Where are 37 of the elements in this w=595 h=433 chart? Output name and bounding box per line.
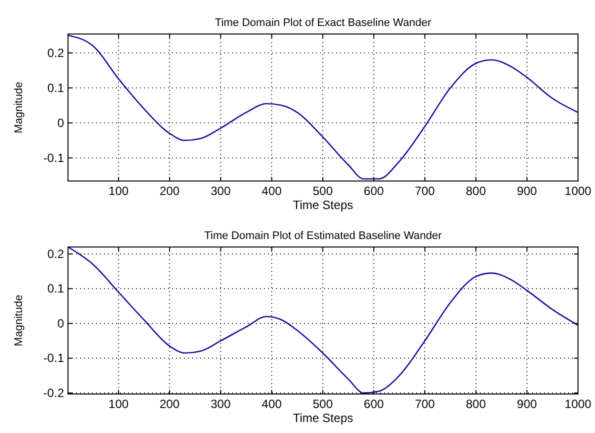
- x-tick-label: 200: [160, 184, 180, 198]
- x-axis-title: Time Steps: [292, 198, 354, 212]
- y-tick-label: 0.2: [47, 246, 64, 261]
- x-tick-label: 600: [364, 397, 384, 411]
- x-tick-label: 200: [160, 397, 180, 411]
- x-tick-label: 800: [466, 184, 486, 198]
- x-tick-label: 100: [108, 397, 129, 411]
- x-tick-label: 800: [466, 397, 486, 411]
- y-tick-label: 0.2: [47, 46, 64, 60]
- y-tick-label: 0.1: [47, 282, 64, 296]
- x-tick-label: 300: [210, 184, 231, 198]
- x-tick-label: 700: [414, 184, 436, 198]
- x-tick-label: 600: [364, 184, 384, 198]
- x-tick-label: 900: [516, 184, 538, 198]
- x-tick-label: 400: [262, 184, 282, 198]
- x-tick-label: 100: [108, 184, 129, 198]
- x-axis-title: Time Steps: [292, 411, 354, 425]
- x-tick-label: 400: [262, 397, 282, 411]
- y-tick-label: 0.1: [47, 80, 64, 95]
- x-tick-label: 1000: [564, 184, 592, 198]
- y-tick-label: -0.1: [43, 351, 64, 366]
- y-tick-label: 0: [57, 116, 64, 130]
- y-tick-label: -0.2: [43, 386, 64, 400]
- line-series: [67, 246, 579, 394]
- x-tick-label: 700: [414, 397, 436, 411]
- x-tick-label: 500: [312, 184, 334, 198]
- chart-title: Time Domain Plot of Exact Baseline Wander: [214, 17, 432, 29]
- y-axis-title: Magnitude: [13, 294, 25, 346]
- y-axis-title: Magnitude: [13, 82, 25, 134]
- x-tick-label: 300: [210, 397, 231, 411]
- line-series: [67, 34, 579, 180]
- x-tick-label: 900: [516, 397, 538, 411]
- y-tick-label: 0: [57, 316, 64, 330]
- x-tick-label: 500: [312, 397, 334, 411]
- x-tick-label: 1000: [564, 397, 592, 411]
- y-tick-label: -0.1: [43, 150, 64, 165]
- chart-title: Time Domain Plot of Estimated Baseline Wander: [204, 230, 442, 242]
